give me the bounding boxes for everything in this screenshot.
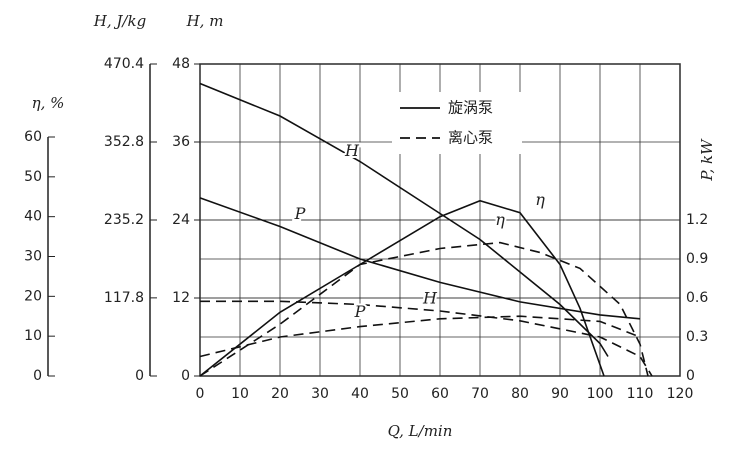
curve	[199, 241, 649, 377]
legend-box	[392, 92, 522, 154]
x-tick-label: 10	[231, 386, 249, 402]
x-tick-label: 50	[391, 386, 409, 402]
curve-label: η	[535, 190, 545, 209]
y2-tick-label: 0.6	[686, 290, 708, 306]
x-tick-label: 110	[627, 386, 654, 402]
eta-tick-label: 50	[24, 169, 42, 185]
y2-tick-label: 1.2	[686, 212, 708, 228]
legend-label: 离心泵	[448, 129, 493, 147]
y2-tick-label: 0.3	[686, 329, 708, 345]
y-tick-label: 0	[181, 368, 190, 384]
curve-label: η	[495, 210, 505, 229]
curve-label: H	[344, 141, 360, 160]
hj-tick-label: 0	[135, 368, 144, 384]
eta-tick-label: 20	[24, 288, 42, 304]
curve	[199, 197, 641, 320]
x-tick-label: 80	[511, 386, 529, 402]
x-tick-label: 40	[351, 386, 369, 402]
hj-tick-label: 117.8	[104, 290, 144, 306]
curve-label: H	[422, 289, 438, 308]
curve	[199, 82, 609, 357]
x-tick-label: 120	[667, 386, 694, 402]
curve	[199, 199, 605, 377]
hj-tick-label: 352.8	[104, 134, 144, 150]
curve-label: P	[354, 302, 366, 321]
h-axis-label: H, m	[186, 12, 224, 30]
eta-tick-label: 10	[24, 328, 42, 344]
y2-tick-label: 0	[686, 368, 695, 384]
x-tick-label: 20	[271, 386, 289, 402]
y-tick-label: 48	[172, 56, 190, 72]
x-tick-label: 90	[551, 386, 569, 402]
p-axis-label: P, kW	[698, 138, 716, 182]
y-tick-label: 36	[172, 134, 190, 150]
y-tick-label: 12	[172, 290, 190, 306]
y2-tick-label: 0.9	[686, 251, 708, 267]
eta-tick-label: 40	[24, 209, 42, 225]
curve	[200, 300, 653, 377]
x-tick-label: 70	[471, 386, 489, 402]
y-tick-label: 24	[172, 212, 190, 228]
eta-tick-label: 30	[24, 249, 42, 265]
hj-axis-label: H, J/kg	[93, 12, 146, 30]
eta-axis-label: η, %	[32, 94, 65, 112]
x-tick-label: 60	[431, 386, 449, 402]
eta-tick-label: 60	[24, 129, 42, 145]
x-tick-label: 0	[196, 386, 205, 402]
curve	[199, 315, 641, 358]
x-axis-label: Q, L/min	[388, 422, 453, 440]
x-tick-label: 30	[311, 386, 329, 402]
hj-tick-label: 470.4	[104, 56, 144, 72]
hj-tick-label: 235.2	[104, 212, 144, 228]
x-tick-label: 100	[587, 386, 614, 402]
curve-label: P	[294, 204, 306, 223]
eta-tick-label: 0	[33, 368, 42, 384]
legend-label: 旋涡泵	[448, 99, 493, 117]
